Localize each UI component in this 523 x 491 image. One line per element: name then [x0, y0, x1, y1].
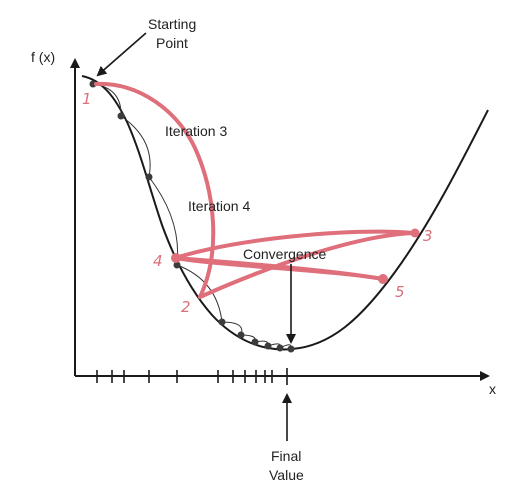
- hand-number-3: 3: [423, 227, 433, 245]
- starting-point-label-line2: Point: [156, 35, 188, 51]
- final-value-label-line1: Final: [271, 448, 301, 464]
- convergence-label: Convergence: [243, 246, 326, 262]
- descent-points: [90, 81, 295, 353]
- starting-point-arrow: [98, 33, 146, 75]
- cost-function-curve: [82, 76, 488, 349]
- hand-number-1: 1: [82, 90, 92, 108]
- hand-number-5: 5: [395, 283, 405, 301]
- hand-number-2: 2: [181, 298, 191, 316]
- overshoot-overlay: [96, 84, 415, 297]
- final-value-label-line2: Value: [269, 467, 304, 483]
- starting-point-label-line1: Starting: [148, 16, 196, 32]
- hand-number-4: 4: [153, 252, 163, 270]
- iteration-4-label: Iteration 4: [188, 198, 250, 214]
- iteration-3-label: Iteration 3: [165, 123, 227, 139]
- y-axis-label: f (x): [31, 49, 55, 65]
- x-axis-label: x: [489, 381, 496, 397]
